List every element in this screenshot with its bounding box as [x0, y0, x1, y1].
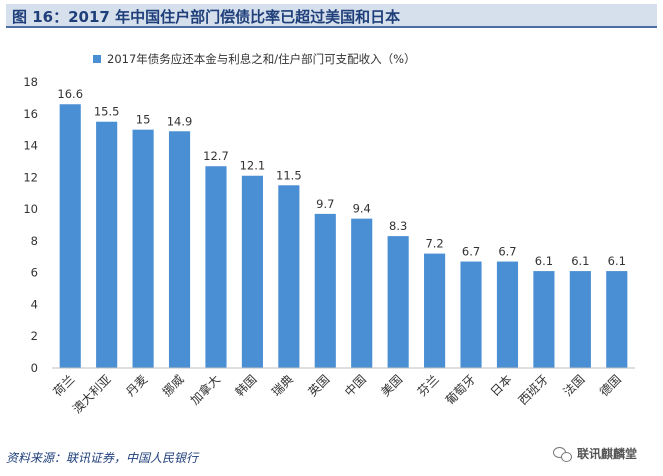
- data-label: 9.4: [353, 202, 371, 216]
- bar: [314, 213, 336, 368]
- data-label: 15: [136, 113, 151, 127]
- x-tick-label: 澳大利亚: [70, 372, 114, 416]
- y-tick-label: 4: [31, 297, 38, 311]
- x-tick-label: 德国: [596, 372, 624, 400]
- data-label: 12.7: [203, 149, 229, 163]
- watermark-label: 联讯麒麟堂: [576, 447, 637, 461]
- data-label: 11.5: [276, 168, 302, 182]
- data-label: 7.2: [425, 237, 443, 251]
- bar: [460, 261, 482, 368]
- title-bar: 图 16：2017 年中国住户部门偿债比率已超过美国和日本: [6, 4, 657, 28]
- bar: [59, 104, 81, 368]
- y-tick-label: 6: [31, 266, 38, 280]
- bar: [606, 271, 628, 368]
- y-tick-label: 8: [31, 234, 38, 248]
- y-tick-label: 16: [23, 107, 38, 121]
- y-tick-label: 14: [23, 139, 38, 153]
- x-tick-label: 中国: [341, 372, 369, 400]
- data-label: 14.9: [167, 114, 193, 128]
- bar: [278, 185, 300, 368]
- bar: [205, 166, 227, 368]
- bar: [424, 253, 446, 368]
- bar: [569, 271, 591, 368]
- x-tick-label: 芬兰: [415, 372, 442, 399]
- x-tick-label: 瑞典: [269, 372, 296, 399]
- data-label: 16.6: [57, 87, 83, 101]
- x-tick-label: 挪威: [160, 372, 187, 399]
- x-tick-label: 丹麦: [123, 372, 150, 399]
- bar: [351, 218, 373, 368]
- x-tick-label: 韩国: [232, 372, 260, 400]
- data-label: 9.7: [316, 197, 334, 211]
- legend-label: 2017年债务应还本金与利息之和/住户部门可支配收入（%）: [107, 52, 416, 66]
- data-label: 6.1: [535, 254, 553, 268]
- y-tick-label: 0: [31, 361, 38, 375]
- bar: [496, 261, 519, 368]
- data-label: 6.1: [608, 254, 626, 268]
- bar: [241, 175, 263, 368]
- x-tick-label: 英国: [306, 372, 333, 399]
- x-tick-label: 法国: [561, 372, 588, 399]
- y-axis: 0 2 4 6 8 10 12 14 16 18: [23, 75, 38, 375]
- bar: [168, 131, 191, 368]
- wechat-icon: [552, 446, 573, 462]
- data-label: 8.3: [389, 219, 407, 233]
- x-tick-label: 加拿大: [187, 372, 223, 408]
- y-tick-label: 2: [31, 329, 38, 343]
- bar: [132, 129, 154, 368]
- data-label: 6.1: [571, 254, 589, 268]
- x-tick-label: 荷兰: [50, 372, 77, 399]
- y-tick-label: 18: [23, 75, 38, 89]
- watermark: 联讯麒麟堂: [552, 445, 637, 462]
- bars: 16.6 15.5 15 14.9 12.7 12.1 11.5 9.7 9.4 8.3 7.2 6.…: [57, 87, 628, 368]
- x-tick-label: 美国: [378, 372, 405, 399]
- source-note: 资料来源：联讯证券，中国人民银行: [6, 451, 199, 465]
- x-tick-label: 葡萄牙: [443, 372, 478, 407]
- data-label: 15.5: [94, 105, 120, 119]
- bar: [387, 236, 409, 368]
- data-label: 6.7: [462, 245, 480, 259]
- x-tick-label: 日本: [488, 372, 515, 399]
- bar-chart: 2017年债务应还本金与利息之和/住户部门可支配收入（%） 0 2 4 6 8 10 12 1…: [23, 52, 635, 416]
- y-tick-label: 12: [23, 170, 38, 184]
- chart-legend: 2017年债务应还本金与利息之和/住户部门可支配收入（%）: [93, 52, 416, 66]
- bar: [533, 271, 555, 368]
- figure-title: 图 16：2017 年中国住户部门偿债比率已超过美国和日本: [12, 8, 401, 26]
- y-tick-label: 10: [23, 202, 38, 216]
- x-tick-label: 西班牙: [516, 372, 551, 407]
- bar: [96, 121, 118, 368]
- data-label: 6.7: [498, 245, 516, 259]
- data-label: 12.1: [240, 159, 266, 173]
- legend-swatch: [93, 55, 101, 63]
